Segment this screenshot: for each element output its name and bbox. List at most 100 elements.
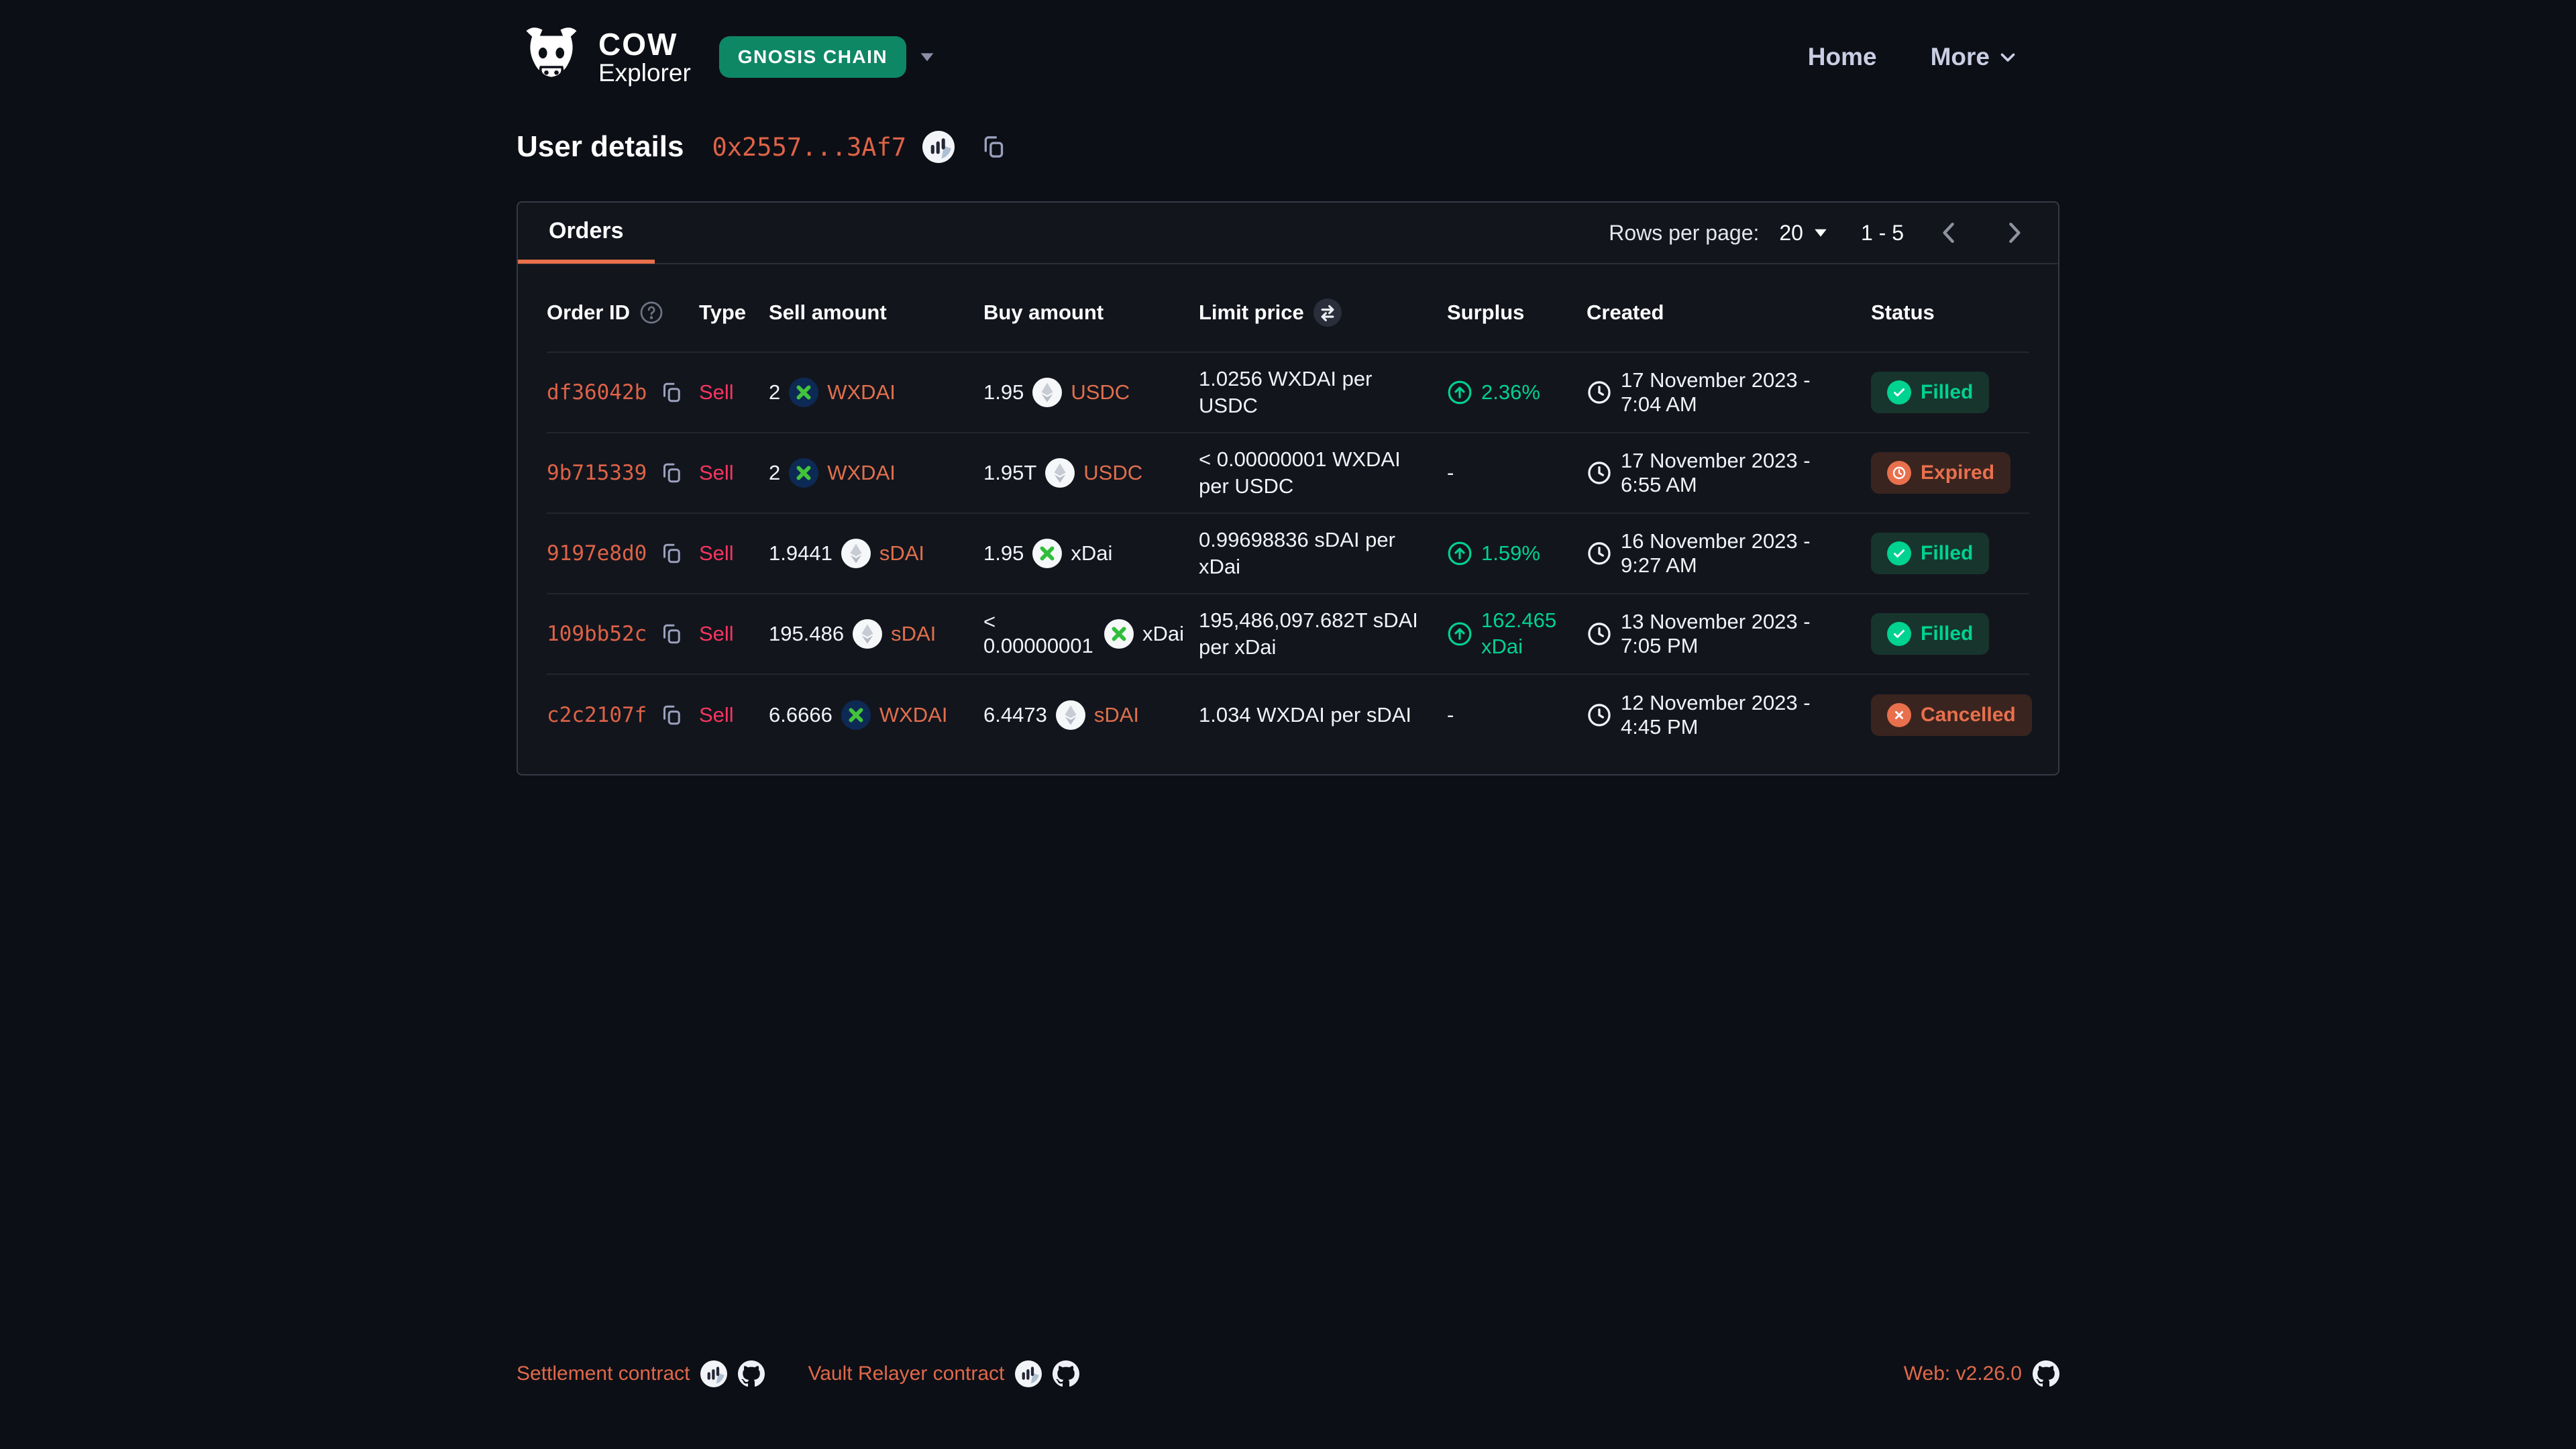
sell-amount: 6.6666 xyxy=(769,703,833,727)
next-page-button[interactable] xyxy=(1999,218,2029,248)
limit-price: 1.034 WXDAI per sDAI xyxy=(1199,702,1412,727)
status-label: Filled xyxy=(1921,623,1974,645)
sell-token[interactable]: WXDAI xyxy=(879,703,948,727)
clock-icon xyxy=(1587,460,1612,486)
col-created: Created xyxy=(1587,301,1664,324)
copy-order-id-icon[interactable] xyxy=(659,461,684,485)
buy-token[interactable]: USDC xyxy=(1071,380,1130,404)
sell-token[interactable]: sDAI xyxy=(879,541,925,565)
nav-home[interactable]: Home xyxy=(1807,43,1877,70)
github-icon[interactable] xyxy=(2033,1360,2059,1387)
clock-icon xyxy=(1587,702,1612,728)
check-icon xyxy=(1887,380,1911,405)
wxdai-token-icon xyxy=(789,458,819,488)
eth-generic-token-icon xyxy=(1055,700,1085,730)
copy-address-icon[interactable] xyxy=(980,133,1007,160)
table-header-row: Order ID Type Sell amount Buy amount Lim… xyxy=(547,264,2029,353)
github-icon[interactable] xyxy=(738,1360,765,1387)
limit-price: < 0.00000001 WXDAI per USDC xyxy=(1199,447,1401,498)
table-row[interactable]: 9197e8d0 Sell 1.9441 sDAI 1.95 xDai 0.9969… xyxy=(547,514,2029,594)
col-limit-price: Limit price xyxy=(1199,301,1304,324)
order-type: Sell xyxy=(699,461,734,484)
table-row[interactable]: 109bb52c Sell 195.486 sDAI < 0.00000001 xD… xyxy=(547,594,2029,675)
order-type: Sell xyxy=(699,380,734,404)
sell-token[interactable]: sDAI xyxy=(891,622,936,645)
nav-more[interactable]: More xyxy=(1931,43,2019,71)
surplus-value: - xyxy=(1447,702,1454,727)
buy-token[interactable]: sDAI xyxy=(1093,703,1140,727)
brand-subtitle: Explorer xyxy=(598,58,691,87)
clock-white-icon xyxy=(1887,461,1911,485)
status-badge[interactable]: Filled xyxy=(1871,613,1990,655)
help-circle-icon[interactable] xyxy=(639,301,663,325)
copy-order-id-icon[interactable] xyxy=(659,622,684,646)
blockscout-icon[interactable] xyxy=(922,131,955,163)
caret-down-icon xyxy=(917,47,937,67)
status-label: Cancelled xyxy=(1921,704,2016,726)
buy-amount: 1.95 xyxy=(983,380,1024,404)
order-type: Sell xyxy=(699,622,734,645)
copy-order-id-icon[interactable] xyxy=(659,703,684,727)
status-badge[interactable]: Cancelled xyxy=(1871,694,2032,736)
col-type: Type xyxy=(699,301,747,324)
order-id-link[interactable]: df36042b xyxy=(547,380,647,405)
order-type: Sell xyxy=(699,541,734,565)
arrow-up-circle-icon xyxy=(1447,380,1472,405)
order-id-link[interactable]: c2c2107f xyxy=(547,703,647,727)
orders-panel: Orders Rows per page: 20 1 - 5 xyxy=(517,201,2059,775)
limit-price: 0.99698836 sDAI per xDai xyxy=(1199,527,1395,578)
previous-page-button[interactable] xyxy=(1935,218,1964,248)
status-label: Expired xyxy=(1921,462,1995,484)
web-version[interactable]: Web: v2.26.0 xyxy=(1903,1362,2022,1385)
web-version-group: Web: v2.26.0 xyxy=(1904,1360,2059,1387)
settlement-contract-label[interactable]: Settlement contract xyxy=(517,1362,690,1385)
col-surplus: Surplus xyxy=(1447,301,1525,324)
buy-token[interactable]: USDC xyxy=(1083,461,1143,484)
tab-bar: Orders Rows per page: 20 1 - 5 xyxy=(518,203,2058,264)
rows-per-page-label: Rows per page: xyxy=(1609,220,1760,245)
blockscout-icon[interactable] xyxy=(700,1360,728,1387)
cow-logo-icon xyxy=(517,27,586,87)
vault-relayer-contract-link: Vault Relayer contract xyxy=(808,1360,1080,1387)
eth-generic-token-icon xyxy=(1032,378,1063,407)
table-row[interactable]: 9b715339 Sell 2 WXDAI 1.95T USDC < 0.00000… xyxy=(547,433,2029,514)
wxdai-token-icon xyxy=(841,700,871,730)
status-label: Filled xyxy=(1921,542,1974,564)
eth-generic-token-icon xyxy=(841,539,871,568)
network-badge[interactable]: GNOSIS CHAIN xyxy=(718,36,907,78)
col-status: Status xyxy=(1871,301,1935,324)
rows-per-page-select[interactable]: 20 xyxy=(1779,221,1830,246)
status-badge[interactable]: Filled xyxy=(1871,372,1990,413)
surplus-value: 162.465 xDai xyxy=(1481,608,1557,658)
blockscout-icon[interactable] xyxy=(1015,1360,1042,1387)
table-row[interactable]: df36042b Sell 2 WXDAI 1.95 USDC 1.0256 WXD… xyxy=(547,353,2029,433)
buy-token: xDai xyxy=(1142,622,1184,645)
copy-order-id-icon[interactable] xyxy=(659,541,684,566)
page-title: User details xyxy=(517,130,684,163)
copy-order-id-icon[interactable] xyxy=(659,380,684,405)
sell-token[interactable]: WXDAI xyxy=(827,461,896,484)
vault-relayer-contract-label[interactable]: Vault Relayer contract xyxy=(808,1362,1005,1385)
surplus-value: 1.59% xyxy=(1481,541,1540,565)
order-id-link[interactable]: 109bb52c xyxy=(547,622,647,646)
sell-token[interactable]: WXDAI xyxy=(827,380,896,404)
cow-explorer-logo[interactable]: CoW Explorer xyxy=(517,27,691,87)
sell-amount: 2 xyxy=(769,461,781,484)
eth-generic-token-icon xyxy=(1045,458,1075,488)
user-address[interactable]: 0x2557...3Af7 xyxy=(712,132,907,162)
col-order-id: Order ID xyxy=(547,301,631,324)
tab-orders[interactable]: Orders xyxy=(518,202,655,264)
buy-token: xDai xyxy=(1071,541,1113,565)
status-badge[interactable]: Filled xyxy=(1871,533,1990,574)
swap-price-icon[interactable] xyxy=(1313,299,1342,327)
order-id-link[interactable]: 9197e8d0 xyxy=(547,541,647,566)
surplus-value: 2.36% xyxy=(1481,380,1540,404)
order-id-link[interactable]: 9b715339 xyxy=(547,461,647,485)
github-icon[interactable] xyxy=(1053,1360,1080,1387)
status-badge[interactable]: Expired xyxy=(1871,452,2011,494)
table-row[interactable]: c2c2107f Sell 6.6666 WXDAI 6.4473 sDAI 1.0… xyxy=(547,675,2032,755)
sell-amount: 2 xyxy=(769,380,781,404)
brand-name: CoW xyxy=(598,26,678,62)
network-selector[interactable]: GNOSIS CHAIN xyxy=(718,36,937,78)
